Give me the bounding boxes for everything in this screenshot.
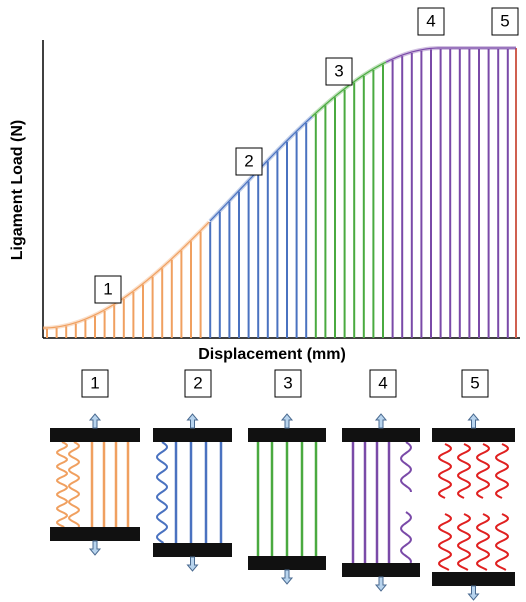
region-label: 1 bbox=[103, 279, 112, 298]
arrow bbox=[376, 414, 386, 428]
clamp-bottom bbox=[50, 527, 140, 541]
arrow bbox=[376, 577, 386, 591]
clamp-bottom bbox=[153, 543, 232, 557]
clamp-bottom bbox=[432, 572, 515, 586]
panel-label: 3 bbox=[283, 373, 292, 392]
y-axis-label: Ligament Load (N) bbox=[9, 120, 26, 260]
fiber bbox=[157, 442, 167, 543]
figure: Ligament Load (N) Displacement (mm) 1 2 3 4… bbox=[0, 0, 526, 602]
arrow bbox=[188, 414, 198, 428]
x-axis-label: Displacement (mm) bbox=[198, 346, 346, 363]
arrow bbox=[282, 570, 292, 584]
load-curve bbox=[43, 222, 209, 328]
arrow bbox=[469, 586, 479, 600]
fiber bbox=[496, 514, 508, 570]
clamp-top bbox=[153, 428, 232, 442]
panel-label: 4 bbox=[378, 373, 387, 392]
fiber bbox=[439, 514, 451, 570]
panel-label: 5 bbox=[470, 373, 479, 392]
clamp-bottom bbox=[342, 563, 420, 577]
arrow bbox=[469, 414, 479, 428]
fiber bbox=[496, 444, 508, 498]
region-label: 4 bbox=[426, 11, 435, 30]
fiber bbox=[458, 514, 470, 570]
fiber bbox=[477, 444, 489, 498]
arrow bbox=[282, 414, 292, 428]
clamp-top bbox=[432, 428, 515, 442]
clamp-top bbox=[248, 428, 326, 442]
region-label: 2 bbox=[244, 151, 253, 170]
region-label: 5 bbox=[500, 11, 509, 30]
fiber bbox=[57, 442, 67, 527]
clamp-top bbox=[50, 428, 140, 442]
clamp-bottom bbox=[248, 556, 326, 570]
arrow bbox=[90, 414, 100, 428]
fiber bbox=[477, 514, 489, 570]
fiber bbox=[401, 512, 411, 563]
load-curve bbox=[43, 222, 209, 328]
arrow bbox=[90, 541, 100, 555]
panel-label: 2 bbox=[193, 373, 202, 392]
clamp-top bbox=[342, 428, 420, 442]
panel-label: 1 bbox=[90, 373, 99, 392]
arrow bbox=[188, 557, 198, 571]
region-label: 3 bbox=[334, 61, 343, 80]
fiber bbox=[458, 444, 470, 498]
fiber bbox=[69, 442, 79, 527]
fiber bbox=[439, 444, 451, 498]
fiber bbox=[401, 442, 411, 492]
